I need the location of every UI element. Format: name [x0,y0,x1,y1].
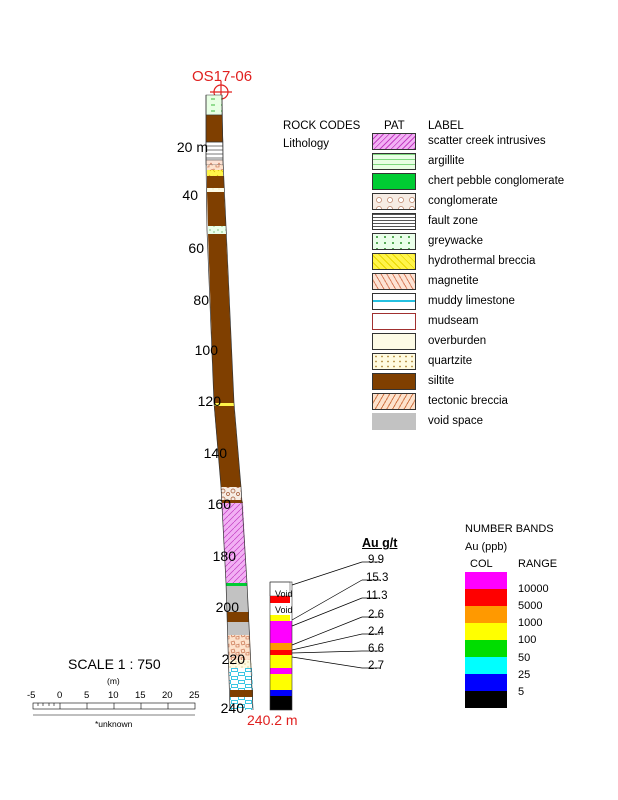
legend-label: muddy limestone [428,295,515,307]
band-color [465,674,507,691]
assay-value: 2.6 [368,609,384,621]
legend-swatch-magnetite [372,273,416,290]
legend-label: siltite [428,375,455,387]
legend-swatch-muddy-limestone [372,293,416,310]
legend-header-codes: ROCK CODES [283,120,361,132]
band-range: 50 [518,652,531,664]
number-bands-range-header: RANGE [518,558,558,570]
legend-label: hydrothermal breccia [428,255,536,267]
legend-swatch-hydrothermal [372,253,416,270]
depth-label: 140 [203,445,227,461]
depth-label: 240 [220,700,244,716]
legend-swatch-mudseam [372,313,416,330]
legend-swatch-siltite [372,373,416,390]
band-color [465,589,507,606]
band-range: 10000 [518,583,549,595]
legend-swatch-void-space [372,413,416,430]
hole-name: OS17-06 [192,68,253,85]
legend-swatch-tectonic-breccia [372,393,416,410]
legend-label: conglomerate [428,195,498,207]
depth-label: 160 [207,496,231,512]
band-color [465,606,507,623]
depth-label: 80 [193,292,209,308]
assay-value: 2.4 [368,626,384,638]
lithology-column [205,94,254,711]
depth-label: 100 [194,342,218,358]
legend-header-label: LABEL [428,120,464,132]
legend-label: magnetite [428,275,479,287]
band-color [465,623,507,640]
band-range: 1000 [518,617,543,629]
band-color [465,640,507,657]
legend-label: mudseam [428,315,479,327]
band-range: 5000 [518,600,543,612]
band-color [465,657,507,674]
assay-value: 11.3 [366,590,388,602]
legend-header-pat: PAT [384,120,405,132]
assay-column [269,581,293,711]
legend-swatch-quartzite [372,353,416,370]
end-depth-label: 240.2 m [247,712,298,728]
depth-label: 120 [197,393,221,409]
band-range: 25 [518,669,531,681]
scale-tick: 15 [135,690,146,701]
scale-tick: 10 [108,690,119,701]
legend-swatch-chert [372,173,416,190]
assay-value: 9.9 [368,554,384,566]
legend-label: void space [428,415,483,427]
legend-label: greywacke [428,235,483,247]
void-label: Void [275,605,293,615]
legend-swatch-greywacke [372,233,416,250]
depth-label: 180 [212,548,236,564]
band-range: 100 [518,634,537,646]
number-bands-col-header: COL [470,558,493,570]
legend-swatch-conglomerate [372,193,416,210]
legend-label: fault zone [428,215,478,227]
depth-label: 200 [215,599,239,615]
scale-tick: 20 [162,690,173,701]
legend-swatch-overburden [372,333,416,350]
legend-label: quartzite [428,355,473,367]
scale-tick: 0 [57,690,63,701]
legend-label: chert pebble conglomerate [428,175,565,187]
legend-label: scatter creek intrusives [428,135,546,147]
depth-label: 40 [182,187,198,203]
assay-leader-lines [291,561,380,669]
assay-value: 15.3 [366,572,389,584]
scale-bar [32,702,196,716]
number-bands-unit: Au (ppb) [465,541,508,553]
depth-label: 60 [188,240,204,256]
assay-value: 6.6 [368,643,384,655]
assay-value: 2.7 [368,660,384,672]
scale-tick: 5 [84,690,90,701]
legend-label: overburden [428,335,487,347]
legend-label: argillite [428,155,465,167]
assay-header: Au g/t [362,536,398,550]
legend-swatch-scatter-creek [372,133,416,150]
legend-subheader: Lithology [283,138,330,150]
legend-swatch-argillite [372,153,416,170]
number-bands-title: NUMBER BANDS [465,523,554,535]
legend-label: tectonic breccia [428,395,508,407]
scale-title: SCALE 1 : 750 [68,656,161,672]
scale-note: *unknown [95,719,133,729]
depth-label: 20 m [176,139,208,155]
scale-tick: -5 [27,690,36,701]
void-label: Void [275,589,293,599]
depth-label: 220 [221,651,245,667]
band-color [465,572,507,589]
band-color [465,691,507,708]
scale-unit: (m) [107,676,120,686]
band-range: 5 [518,686,525,698]
scale-tick: 25 [189,690,200,701]
legend-swatch-fault-zone [372,213,416,230]
